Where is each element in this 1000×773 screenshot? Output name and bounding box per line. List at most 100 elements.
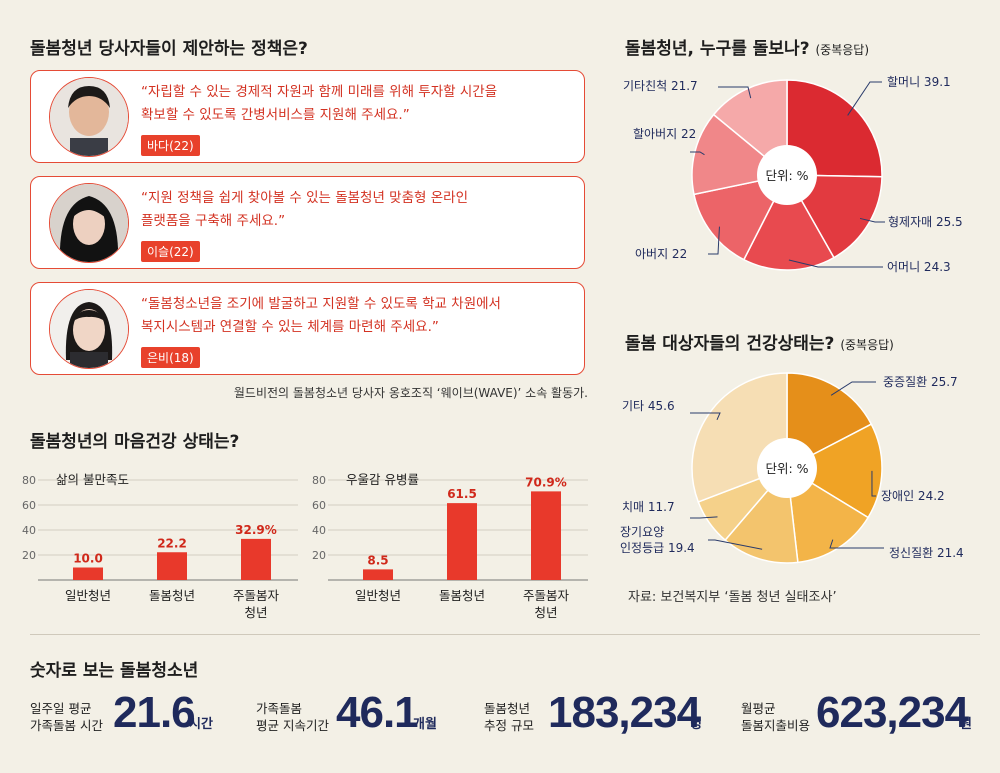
care-recipient-subtitle: (중복응답) — [815, 43, 870, 57]
quote-author-tag: 은비(18) — [141, 347, 200, 368]
slice-label: 형제자매 25.5 — [888, 215, 963, 229]
source-note: 자료: 보건복지부 ‘돌봄 청년 실태조사’ — [628, 590, 837, 605]
quote-text: “자립할 수 있는 경제적 자원과 함께 미래를 위해 투자할 시간을 확보할 … — [141, 84, 498, 123]
quote-text: “돌봄청소년을 조기에 발굴하고 지원할 수 있도록 학교 차원에서 복지시스템… — [141, 296, 501, 335]
pie-center — [757, 145, 817, 205]
stat-label: 월평균 돌봄지출비용 — [741, 701, 811, 733]
leader-line — [690, 151, 705, 156]
quote-card: “돌봄청소년을 조기에 발굴하고 지원할 수 있도록 학교 차원에서 복지시스템… — [30, 282, 585, 375]
bar — [531, 491, 561, 580]
slice-label: 장애인 24.2 — [881, 489, 945, 503]
leader-line — [718, 86, 752, 99]
y-tick-label: 60 — [22, 499, 36, 512]
stat-value: 183,234 — [548, 688, 701, 737]
avatar — [49, 77, 129, 157]
y-tick-label: 40 — [22, 524, 36, 537]
stat-unit: 시간 — [189, 717, 213, 732]
slice-label: 기타 45.6 — [622, 399, 675, 413]
bar — [363, 569, 393, 580]
x-tick-label: 돌봄청년 — [149, 588, 195, 603]
stat-label: 돌봄청년 추정 규모 — [484, 701, 534, 733]
bar — [157, 552, 187, 580]
stat-label: 가족돌봄 평균 지속기간 — [256, 701, 329, 733]
divider — [30, 634, 980, 635]
mental-health-bar-charts: 20 40 60 80 삶의 불만족도 10.0 일반청년 22.2 돌봄청년 32.9% 주돌봄자… — [22, 472, 588, 620]
stat-unit: 원 — [960, 717, 972, 732]
care-recipient-title-text: 돌봄청년, 누구를 돌보나? — [625, 39, 810, 59]
leader-line — [871, 470, 876, 497]
bar-value-label: 61.5 — [447, 487, 477, 501]
slice-label: 기타친척 21.7 — [623, 79, 698, 93]
care-recipient-title: 돌봄청년, 누구를 돌보나? (중복응답) — [625, 34, 869, 59]
x-tick-label: 주돌봄자 청년 — [233, 588, 280, 620]
stat-value: 21.6 — [113, 688, 196, 737]
bar-value-label: 8.5 — [367, 553, 388, 567]
slice-label: 치매 11.7 — [622, 500, 675, 514]
slice-label: 아버지 22 — [635, 247, 687, 261]
y-tick-label: 20 — [22, 549, 36, 562]
person-photo-icon — [50, 290, 128, 368]
x-tick-label: 일반청년 — [65, 588, 111, 603]
quotes-caption: 월드비전의 돌봄청소년 당사자 옹호조직 ‘웨이브(WAVE)’ 소속 활동가. — [233, 386, 588, 400]
pie-slice — [785, 423, 883, 519]
person-photo-icon — [50, 184, 128, 262]
pie-slice — [786, 79, 883, 178]
mental-health-title: 돌봄청년의 마음건강 상태는? — [30, 432, 240, 452]
pie-slice — [712, 79, 788, 177]
leader-line — [829, 539, 884, 549]
slice-label: 중증질환 25.7 — [883, 375, 958, 389]
leader-line — [788, 259, 883, 268]
numbers-title: 숫자로 보는 돌봄청소년 — [30, 661, 199, 681]
leader-line — [859, 217, 885, 223]
y-tick-label: 60 — [312, 499, 326, 512]
y-tick-label: 20 — [312, 549, 326, 562]
bar-chart-title: 우울감 유병률 — [346, 472, 419, 487]
bar-value-label: 32.9% — [235, 523, 277, 537]
stat-value: 46.1 — [336, 688, 419, 737]
health-status-title: 돌봄 대상자들의 건강상태는? (중복응답) — [625, 329, 894, 354]
pie-center-label: 단위: % — [765, 461, 808, 476]
pie-slice — [785, 174, 883, 259]
care-recipient-pie-chart: 할머니 39.1 형제자매 25.5 어머니 24.3 아버지 22 할아버지 22 기타… — [623, 75, 963, 274]
stat-value: 623,234 — [816, 688, 969, 737]
bar — [73, 567, 103, 580]
bar-value-label: 70.9% — [525, 475, 567, 489]
leader-line — [690, 516, 718, 519]
bar — [447, 503, 477, 580]
quote-card: “자립할 수 있는 경제적 자원과 함께 미래를 위해 투자할 시간을 확보할 … — [30, 70, 585, 163]
pie-slice — [693, 173, 789, 261]
bar-value-label: 22.2 — [157, 536, 187, 550]
pie-center — [757, 438, 817, 498]
pie-slice — [742, 173, 835, 271]
slice-label: 장기요양 인정등급 19.4 — [620, 525, 695, 555]
slice-label: 정신질환 21.4 — [889, 546, 964, 560]
leader-line — [708, 226, 720, 255]
bar — [241, 538, 271, 580]
y-tick-label: 80 — [22, 474, 36, 487]
quote-text: “지원 정책을 쉽게 찾아볼 수 있는 돌봄청년 맞춤형 온라인 플랫폼을 구축… — [141, 190, 468, 229]
quote-card: “지원 정책을 쉽게 찾아볼 수 있는 돌봄청년 맞춤형 온라인 플랫폼을 구축… — [30, 176, 585, 269]
stat-unit: 명 — [690, 717, 702, 732]
health-status-title-text: 돌봄 대상자들의 건강상태는? — [625, 334, 835, 354]
leader-line — [847, 81, 882, 116]
avatar — [49, 183, 129, 263]
avatar — [49, 289, 129, 369]
stat-unit: 개월 — [413, 717, 437, 732]
quote-author-tag: 바다(22) — [141, 135, 200, 156]
leader-line — [708, 539, 763, 550]
x-tick-label: 돌봄청년 — [439, 588, 485, 603]
bar-value-label: 10.0 — [73, 552, 103, 566]
stat-label: 일주일 평균 가족돌봄 시간 — [30, 701, 103, 733]
y-tick-label: 40 — [312, 524, 326, 537]
pie-slice — [786, 372, 873, 470]
leader-line — [690, 412, 721, 421]
health-status-pie-chart: 중증질환 25.7 장애인 24.2 정신질환 21.4 장기요양 인정등급 19.4 치… — [620, 372, 964, 564]
slice-label: 할머니 39.1 — [887, 75, 951, 89]
leader-line — [830, 381, 876, 396]
person-photo-icon — [50, 78, 128, 156]
quotes-section-title: 돌봄청년 당사자들이 제안하는 정책은? — [30, 39, 308, 59]
slice-label: 어머니 24.3 — [887, 260, 951, 274]
y-tick-label: 80 — [312, 474, 326, 487]
x-tick-label: 일반청년 — [355, 588, 401, 603]
quote-author-tag: 이슬(22) — [141, 241, 200, 262]
